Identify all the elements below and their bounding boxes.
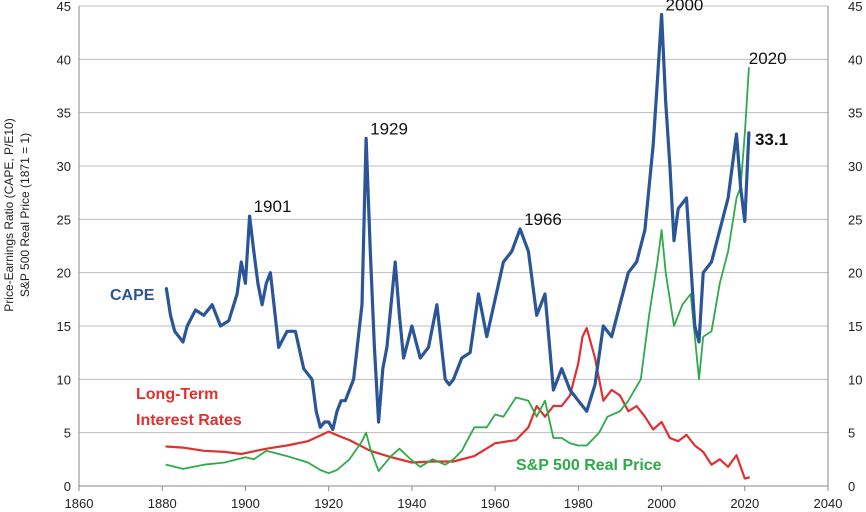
y2-tick-label: 30 (848, 159, 862, 174)
x-tick-label: 1860 (65, 496, 94, 511)
x-tick-label: 2040 (814, 496, 843, 511)
annotation-label: 2000 (666, 0, 704, 15)
x-tick-label: 1960 (481, 496, 510, 511)
y2-axis-label: S&P 500 Real Price (1871 = 1) (18, 133, 32, 297)
y2-tick-label: 25 (848, 212, 862, 227)
y-axis-label: Price-Earnings Ratio (CAPE, P/E10) (2, 118, 16, 311)
x-tick-label: 1880 (148, 496, 177, 511)
y-tick-label: 25 (57, 212, 71, 227)
sp500-line (165, 67, 750, 475)
x-tick-labels: 1860 1880 1900 1920 1940 1960 1980 2000 2020 2040 (65, 496, 843, 511)
x-tick-label: 1900 (231, 496, 260, 511)
annotation-label: 33.1 (755, 130, 788, 149)
y-tick-label: 0 (64, 479, 71, 494)
y2-tick-label: 40 (848, 52, 862, 67)
y2-tick-label: 35 (848, 106, 862, 121)
series-lines (164, 12, 751, 480)
cape-line (164, 12, 751, 432)
annotation-label: 2020 (749, 49, 787, 68)
grid-lines (79, 5, 828, 434)
y2-tick-label: 45 (848, 0, 862, 14)
interest-rate-line (165, 327, 751, 480)
rates-series-label-line1: Long-Term (136, 386, 218, 403)
annotation-label: 1901 (254, 197, 292, 216)
y-tick-label: 30 (57, 159, 71, 174)
x-tick-label: 1980 (564, 496, 593, 511)
annotations: 1901 1929 1966 2000 2020 33.1 (254, 0, 788, 229)
annotation-label: 1929 (370, 119, 408, 138)
y-tick-labels: 0 5 10 15 20 25 30 35 40 45 (57, 0, 71, 494)
rates-series-label-line2: Interest Rates (136, 412, 242, 429)
y2-tick-label: 20 (848, 266, 862, 281)
y2-tick-label: 15 (848, 319, 862, 334)
x-tick-label: 2000 (647, 496, 676, 511)
y-tick-label: 5 (64, 426, 71, 441)
x-tick-label: 1940 (397, 496, 426, 511)
axes (78, 6, 829, 491)
y-tick-label: 45 (57, 0, 71, 14)
y2-tick-labels: 0 5 10 15 20 25 30 35 40 45 (848, 0, 862, 494)
y-tick-label: 10 (57, 372, 71, 387)
y-tick-label: 40 (57, 52, 71, 67)
annotation-label: 1966 (524, 210, 562, 229)
y2-tick-label: 10 (848, 372, 862, 387)
x-tick-label: 2020 (730, 496, 759, 511)
cape-series-label: CAPE (110, 287, 155, 304)
y2-tick-label: 0 (848, 479, 855, 494)
x-tick-label: 1920 (314, 496, 343, 511)
y-tick-label: 20 (57, 266, 71, 281)
y-tick-label: 35 (57, 106, 71, 121)
sp500-series-label: S&P 500 Real Price (516, 457, 662, 474)
y2-tick-label: 5 (848, 426, 855, 441)
y-tick-label: 15 (57, 319, 71, 334)
